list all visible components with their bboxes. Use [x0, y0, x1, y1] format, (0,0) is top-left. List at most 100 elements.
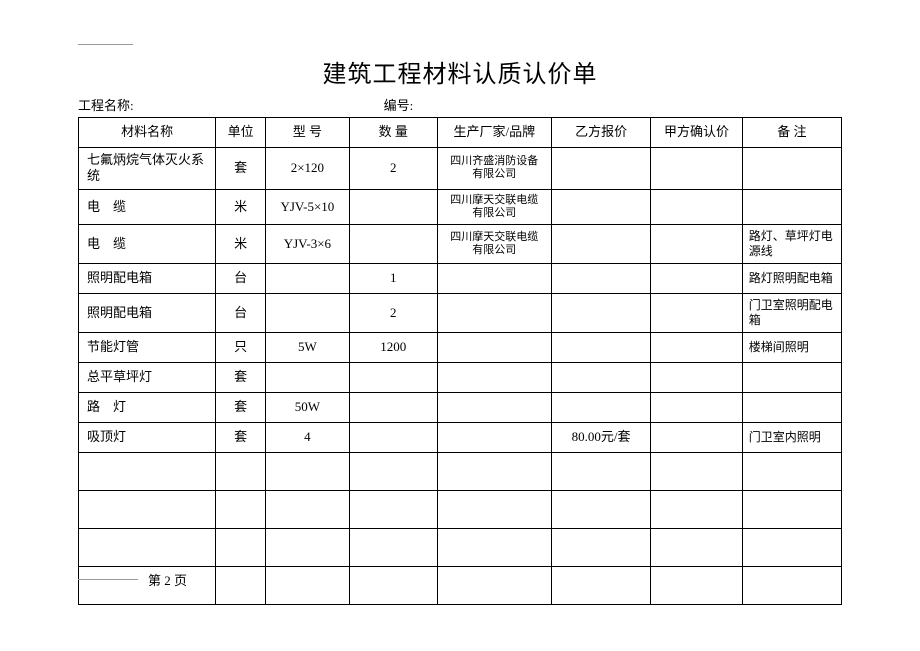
cell-remark: [742, 189, 841, 224]
cell-unit: 只: [216, 332, 266, 362]
cell-mfr: 四川摩天交联电缆有限公司: [437, 224, 551, 263]
cell-unit: [216, 566, 266, 604]
table-row: 路 灯套50W: [79, 392, 842, 422]
cell-price2: [651, 332, 743, 362]
cell-price1: [552, 293, 651, 332]
cell-qty: [349, 566, 437, 604]
table-header-row: 材料名称 单位 型 号 数 量 生产厂家/品牌 乙方报价 甲方确认价 备 注: [79, 118, 842, 148]
table-row: 照明配电箱台2门卫室照明配电箱: [79, 293, 842, 332]
cell-name: [79, 452, 216, 490]
table-row: 照明配电箱台1路灯照明配电箱: [79, 263, 842, 293]
cell-price2: [651, 490, 743, 528]
cell-qty: [349, 189, 437, 224]
cell-model: [265, 566, 349, 604]
table-row: 节能灯管只5W1200楼梯间照明: [79, 332, 842, 362]
cell-unit: 套: [216, 362, 266, 392]
table-row: 吸顶灯套480.00元/套门卫室内照明: [79, 422, 842, 452]
cell-remark: [742, 452, 841, 490]
cell-model: 50W: [265, 392, 349, 422]
table-row: [79, 528, 842, 566]
cell-qty: [349, 452, 437, 490]
col-price1: 乙方报价: [552, 118, 651, 148]
cell-price1: [552, 566, 651, 604]
cell-unit: [216, 528, 266, 566]
table-row: 电 缆米YJV-5×10四川摩天交联电缆有限公司: [79, 189, 842, 224]
cell-price2: [651, 566, 743, 604]
cell-price2: [651, 148, 743, 190]
cell-remark: [742, 362, 841, 392]
cell-price1: 80.00元/套: [552, 422, 651, 452]
cell-price2: [651, 263, 743, 293]
header-row: 工程名称: 编号:: [0, 95, 920, 117]
cell-price1: [552, 362, 651, 392]
top-rule: [78, 44, 133, 45]
footer-rule: [78, 579, 138, 580]
col-unit: 单位: [216, 118, 266, 148]
cell-mfr: [437, 490, 551, 528]
cell-unit: 套: [216, 422, 266, 452]
cell-model: 2×120: [265, 148, 349, 190]
cell-qty: [349, 362, 437, 392]
project-label: 工程名称:: [78, 95, 134, 114]
cell-mfr: 四川摩天交联电缆有限公司: [437, 189, 551, 224]
cell-unit: [216, 452, 266, 490]
page-number: 第 2 页: [148, 570, 187, 589]
cell-model: [265, 528, 349, 566]
col-price2: 甲方确认价: [651, 118, 743, 148]
table-row: [79, 566, 842, 604]
cell-price1: [552, 148, 651, 190]
cell-unit: 套: [216, 148, 266, 190]
cell-unit: 台: [216, 263, 266, 293]
cell-model: [265, 490, 349, 528]
cell-mfr: [437, 332, 551, 362]
cell-unit: 米: [216, 189, 266, 224]
col-qty: 数 量: [349, 118, 437, 148]
cell-model: [265, 263, 349, 293]
cell-name: 总平草坪灯: [79, 362, 216, 392]
cell-price2: [651, 528, 743, 566]
cell-name: 照明配电箱: [79, 293, 216, 332]
table-body: 七氟炳烷气体灭火系统套2×1202四川齐盛消防设备有限公司电 缆米YJV-5×1…: [79, 148, 842, 605]
cell-mfr: [437, 293, 551, 332]
code-label: 编号:: [384, 95, 414, 114]
cell-model: [265, 452, 349, 490]
cell-model: 4: [265, 422, 349, 452]
cell-qty: 2: [349, 148, 437, 190]
cell-mfr: [437, 528, 551, 566]
cell-mfr: [437, 566, 551, 604]
cell-qty: 1200: [349, 332, 437, 362]
col-remark: 备 注: [742, 118, 841, 148]
cell-qty: [349, 528, 437, 566]
cell-name: 路 灯: [79, 392, 216, 422]
cell-unit: 套: [216, 392, 266, 422]
cell-price1: [552, 452, 651, 490]
cell-name: 照明配电箱: [79, 263, 216, 293]
cell-unit: 米: [216, 224, 266, 263]
page-title: 建筑工程材料认质认价单: [0, 0, 920, 95]
cell-remark: 门卫室照明配电箱: [742, 293, 841, 332]
cell-qty: [349, 392, 437, 422]
cell-name: 七氟炳烷气体灭火系统: [79, 148, 216, 190]
cell-price1: [552, 189, 651, 224]
cell-name: [79, 528, 216, 566]
cell-mfr: [437, 422, 551, 452]
cell-qty: [349, 224, 437, 263]
cell-price2: [651, 392, 743, 422]
cell-price1: [552, 490, 651, 528]
cell-model: 5W: [265, 332, 349, 362]
cell-model: YJV-3×6: [265, 224, 349, 263]
cell-name: 吸顶灯: [79, 422, 216, 452]
cell-mfr: [437, 362, 551, 392]
table-row: 七氟炳烷气体灭火系统套2×1202四川齐盛消防设备有限公司: [79, 148, 842, 190]
table-row: [79, 490, 842, 528]
cell-price1: [552, 392, 651, 422]
cell-remark: [742, 148, 841, 190]
cell-price1: [552, 224, 651, 263]
cell-name: 电 缆: [79, 224, 216, 263]
cell-qty: [349, 422, 437, 452]
cell-price2: [651, 362, 743, 392]
table-row: 总平草坪灯套: [79, 362, 842, 392]
cell-name: [79, 490, 216, 528]
table-row: 电 缆米YJV-3×6四川摩天交联电缆有限公司路灯、草坪灯电源线: [79, 224, 842, 263]
cell-mfr: [437, 392, 551, 422]
